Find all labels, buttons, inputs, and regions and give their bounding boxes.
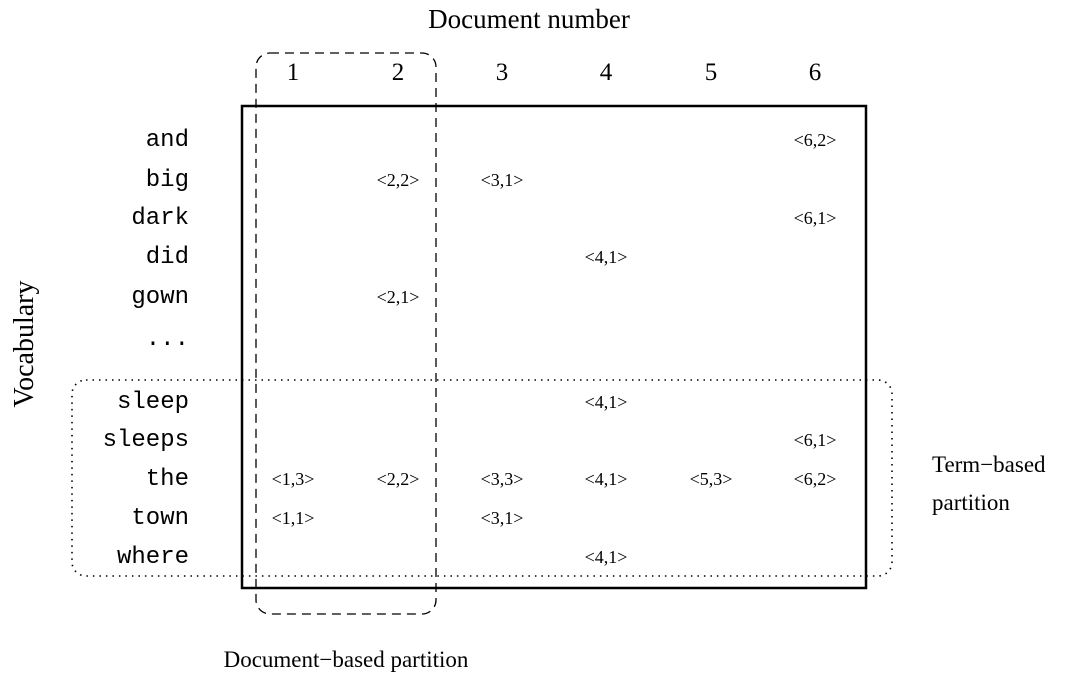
posting-cell: <1,3>	[272, 469, 315, 489]
document-number-headers: 1 2 3 4 5 6	[287, 59, 822, 86]
posting-cell: <3,1>	[481, 170, 524, 190]
term-partition-box	[71, 379, 893, 577]
term-partition-label-line2: partition	[932, 490, 1010, 515]
posting-cell: <4,1>	[585, 247, 628, 267]
term-label: town	[131, 505, 189, 532]
posting-cell: <2,2>	[377, 170, 420, 190]
posting-cell: <4,1>	[585, 547, 628, 567]
posting-cell: <4,1>	[585, 469, 628, 489]
document-number-6: 6	[809, 59, 822, 86]
term-label: gown	[131, 284, 189, 311]
term-label: and	[146, 127, 189, 154]
term-label: sleeps	[103, 427, 189, 454]
document-number-5: 5	[705, 59, 718, 86]
posting-cell: <4,1>	[585, 392, 628, 412]
index-matrix-frame	[240, 104, 868, 590]
term-partition-label-line1: Term−based	[932, 452, 1046, 477]
document-partition-box	[255, 52, 437, 615]
posting-cell: <2,1>	[377, 287, 420, 307]
document-number-3: 3	[496, 59, 509, 86]
term-label: where	[117, 544, 189, 571]
term-label: dark	[131, 205, 189, 232]
vocabulary-axis-label: Vocabulary	[9, 281, 40, 408]
term-label: did	[146, 244, 189, 271]
posting-cell: <6,1>	[794, 430, 837, 450]
diagram-title: Document number	[428, 4, 630, 34]
posting-cell: <1,1>	[272, 508, 315, 528]
posting-cell: <6,2>	[794, 469, 837, 489]
term-label: the	[146, 466, 189, 493]
document-partition-label: Document−based partition	[224, 647, 469, 672]
posting-cell: <6,1>	[794, 208, 837, 228]
term-label: sleep	[117, 389, 189, 416]
vocabulary-terms: and big dark did gown... sleep sleeps the town wh…	[103, 127, 189, 571]
posting-entries: <6,2> <2,2> <3,1> <6,1> <4,1> <2,1> <4,1> <6,1>…	[272, 130, 837, 567]
document-number-2: 2	[392, 59, 405, 86]
posting-cell: <3,3>	[481, 469, 524, 489]
posting-cell: <3,1>	[481, 508, 524, 528]
term-label: ...	[146, 326, 189, 353]
posting-cell: <2,2>	[377, 469, 420, 489]
document-number-4: 4	[600, 59, 613, 86]
posting-cell: <6,2>	[794, 130, 837, 150]
document-number-1: 1	[287, 59, 300, 86]
posting-cell: <5,3>	[690, 469, 733, 489]
term-label: big	[146, 167, 189, 194]
